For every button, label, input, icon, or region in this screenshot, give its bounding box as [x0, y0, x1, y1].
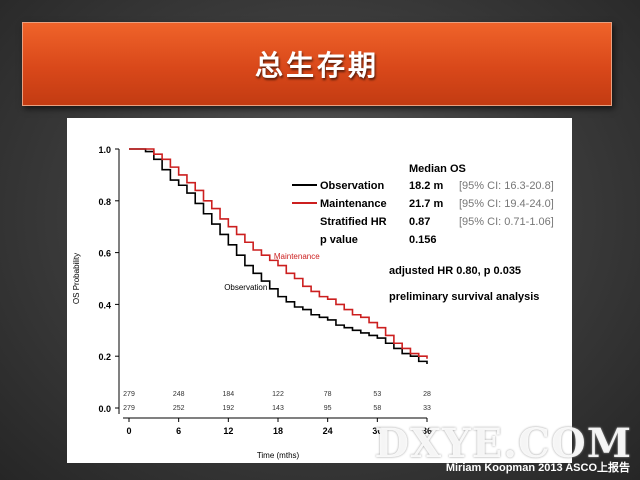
at-risk-maintenance: 33: [423, 405, 431, 412]
y-tick-label: 1.0: [98, 145, 111, 155]
x-tick-label: 36: [422, 426, 432, 436]
x-tick-label: 0: [126, 426, 131, 436]
credit-text: Miriam Koopman 2013 ASCO上报告: [445, 462, 630, 474]
y-tick-label: 0.8: [98, 197, 111, 207]
km-chart-panel: 0.0 0.2 0.4 0.6 0.8 1.0 0 6 12 18 24 30 36 Time (mths…: [67, 118, 572, 463]
series-line-observation: [129, 148, 428, 364]
y-tick-label: 0.4: [98, 300, 111, 310]
at-risk-observation: 122: [272, 391, 284, 398]
at-risk-observation: 184: [222, 391, 234, 398]
y-tick-label: 0.2: [98, 352, 111, 362]
x-tick-label: 12: [223, 426, 233, 436]
legend-value: 18.2 m: [409, 180, 443, 192]
x-tick-label: 6: [176, 426, 181, 436]
at-risk-maintenance: 58: [373, 405, 381, 412]
legend-ci: [95% CI: 16.3-20.8]: [459, 180, 554, 192]
legend-label: Observation: [320, 180, 384, 192]
annotation-preliminary: preliminary survival analysis: [389, 291, 539, 303]
y-axis-label: OS Probability: [72, 253, 81, 304]
x-tick-label: 30: [372, 426, 382, 436]
at-risk-observation: 28: [423, 391, 431, 398]
legend-ci: [95% CI: 0.71-1.06]: [459, 216, 554, 228]
x-axis-label: Time (mths): [257, 451, 300, 460]
at-risk-maintenance: 252: [173, 405, 185, 412]
at-risk-observation: 279: [123, 391, 135, 398]
at-risk-observation: 53: [373, 391, 381, 398]
y-tick-label: 0.6: [98, 249, 111, 259]
legend-ci: [95% CI: 19.4-24.0]: [459, 198, 554, 210]
y-tick-label: 0.0: [98, 404, 111, 414]
legend-value: 21.7 m: [409, 198, 443, 210]
watermark-logo: DXYE.COM: [374, 420, 632, 467]
title-banner: 总生存期: [22, 22, 612, 106]
at-risk-maintenance: 143: [272, 405, 284, 412]
at-risk-observation: 248: [173, 391, 185, 398]
at-risk-maintenance: 279: [123, 405, 135, 412]
at-risk-maintenance: 192: [222, 405, 234, 412]
observation-curve-label: Observation: [224, 283, 267, 292]
at-risk-maintenance: 95: [324, 405, 332, 412]
series-line-maintenance: [129, 148, 428, 359]
x-tick-label: 18: [273, 426, 283, 436]
km-survival-chart: 0.0 0.2 0.4 0.6 0.8 1.0 0 6 12 18 24 30 36 Time (mths…: [72, 145, 554, 460]
legend-header: Median OS: [409, 163, 466, 175]
maintenance-curve-label: Maintenance: [274, 252, 320, 261]
slide-title: 总生存期: [254, 49, 379, 82]
legend-value: 0.87: [409, 216, 430, 228]
at-risk-observation: 78: [324, 391, 332, 398]
legend-label: Maintenance: [320, 198, 387, 210]
legend-label: Stratified HR: [320, 216, 387, 228]
annotation-adjusted-hr: adjusted HR 0.80, p 0.035: [389, 265, 521, 277]
legend-value: 0.156: [409, 234, 437, 246]
x-tick-label: 24: [323, 426, 333, 436]
legend-label: p value: [320, 234, 358, 246]
